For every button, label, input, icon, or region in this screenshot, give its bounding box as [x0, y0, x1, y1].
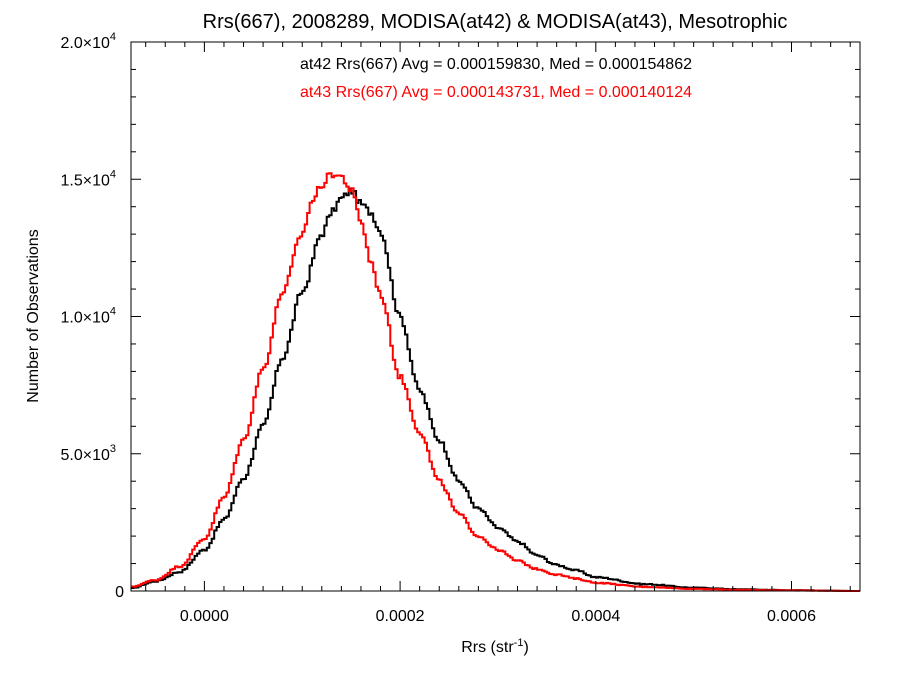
x-tick-label: 0.0000	[180, 608, 229, 625]
x-axis-label-main: Rrs (str	[461, 639, 514, 656]
plot-frame	[130, 41, 861, 592]
chart-title: Rrs(667), 2008289, MODISA(at42) & MODISA…	[203, 11, 788, 33]
x-tick-label: 0.0006	[767, 608, 816, 625]
x-axis-label-close: )	[523, 639, 528, 656]
annotation-at42: at42 Rrs(667) Avg = 0.000159830, Med = 0…	[300, 56, 692, 73]
axis-ticks: 0.0000 0.0002 0.0004 0.0006 0 5.0×103 1.0×104 1…	[60, 31, 860, 625]
y-tick-label: 1.0×104	[60, 306, 116, 327]
y-tick-label: 2.0×104	[60, 31, 116, 52]
x-tick-label: 0.0002	[376, 608, 425, 625]
series-layer	[131, 172, 860, 592]
series-line-1	[131, 187, 860, 592]
y-tick-label: 5.0×103	[60, 443, 116, 464]
annotation-at43: at43 Rrs(667) Avg = 0.000143731, Med = 0…	[300, 84, 692, 101]
series-line-2	[131, 172, 860, 592]
x-axis-label-sup: -1	[514, 637, 524, 649]
y-tick-label: 1.5×104	[60, 168, 116, 189]
y-axis-label: Number of Observations	[25, 229, 42, 402]
x-axis-label: Rrs (str-1)	[461, 637, 529, 656]
y-tick-label: 0	[115, 584, 124, 601]
x-tick-label: 0.0004	[571, 608, 620, 625]
